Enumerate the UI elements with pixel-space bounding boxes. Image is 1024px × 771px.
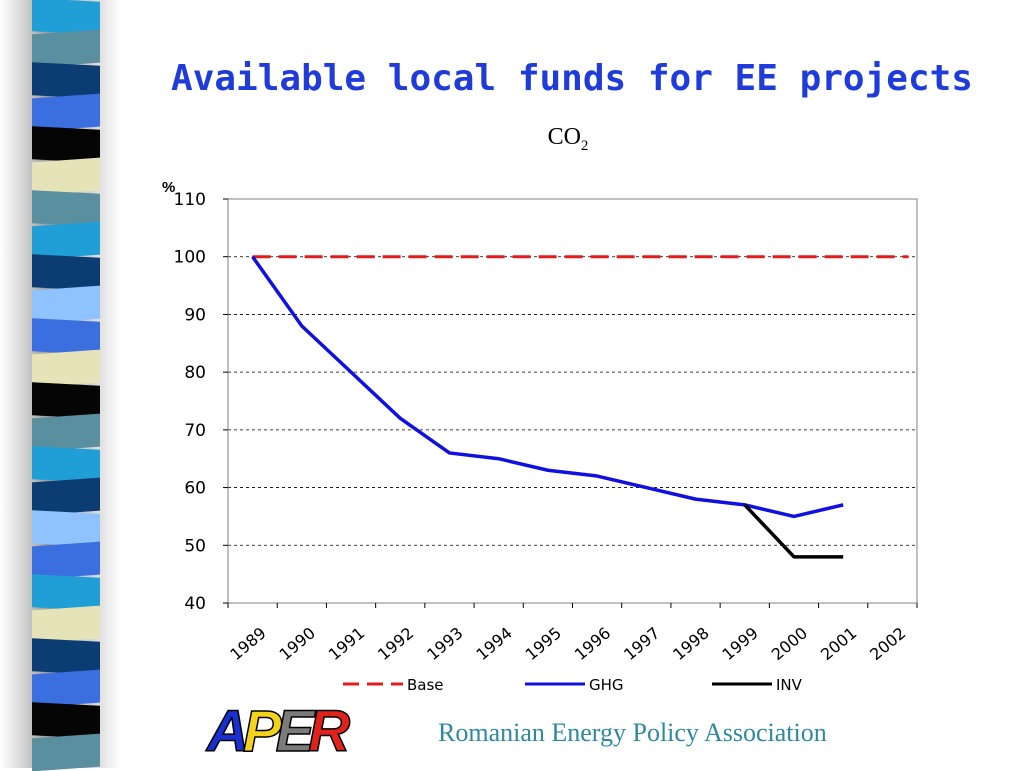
y-tick-label: 80 [184, 363, 206, 383]
x-tick-label: 2000 [768, 623, 811, 664]
legend-label-ghg: GHG [589, 676, 624, 694]
series-layer [251, 255, 909, 559]
chart-title: CO2 [488, 124, 648, 155]
y-tick-label: 100 [174, 248, 206, 268]
y-ticks: 40 50 60 70 80 90 100 110 [174, 190, 228, 614]
x-tick-label: 1999 [719, 623, 762, 664]
y-tick-label: 40 [184, 594, 206, 614]
chart-title-text: CO [547, 124, 581, 150]
grid-layer [228, 256, 917, 546]
chart-title-subscript: 2 [580, 137, 589, 154]
logo-letter: P [242, 699, 282, 765]
y-axis-label: % [162, 179, 175, 196]
y-tick-label: 90 [184, 305, 206, 325]
footer-organization: Romanian Energy Policy Association [438, 718, 827, 747]
x-tick-label: 1998 [669, 623, 712, 664]
x-tick-label: 1990 [276, 623, 319, 664]
logo-letter: R [308, 699, 351, 765]
x-tick-label: 1993 [423, 623, 466, 664]
x-tick-label: 2002 [866, 623, 909, 664]
y-tick-label: 70 [184, 421, 206, 441]
x-tick-label: 1996 [571, 623, 614, 664]
logo-letter: A [206, 699, 249, 765]
x-tick-label: 1994 [472, 623, 515, 664]
x-ticks: 1989 1990 1991 1992 1993 1994 1995 1996 1997 1998… [226, 603, 918, 664]
logo-letter: E [275, 699, 315, 765]
x-tick-label: 1997 [620, 623, 663, 664]
slide-title: Available local funds for EE projects [171, 58, 973, 99]
x-tick-label: 1991 [325, 623, 368, 664]
legend: Base GHG INV [343, 676, 803, 694]
decorative-side-bar [0, 0, 120, 771]
series-line-inv [743, 503, 844, 559]
aper-logo: APER [206, 699, 351, 765]
plot-frame [227, 198, 918, 604]
y-tick-label: 110 [174, 190, 206, 210]
x-tick-label: 1995 [522, 623, 565, 664]
x-tick-label: 1989 [226, 623, 269, 664]
series-line-ghg [251, 255, 844, 519]
legend-label-base: Base [407, 676, 444, 694]
x-tick-label: 1992 [374, 623, 417, 664]
x-tick-label: 2001 [817, 623, 860, 664]
y-tick-label: 60 [184, 479, 206, 499]
legend-label-inv: INV [776, 676, 803, 694]
y-tick-label: 50 [184, 536, 206, 556]
